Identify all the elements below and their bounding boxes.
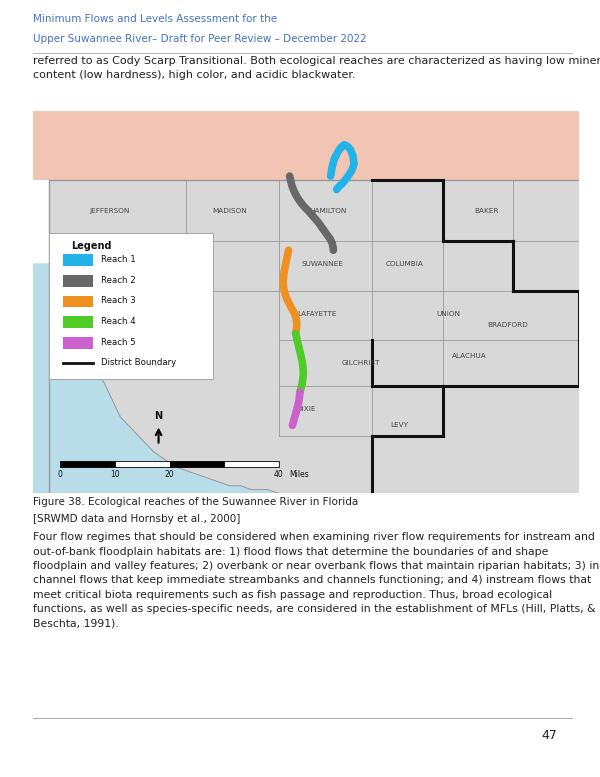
Text: ALACHUA: ALACHUA xyxy=(452,353,487,359)
Text: GILCHRIST: GILCHRIST xyxy=(341,361,380,367)
Text: Reach 5: Reach 5 xyxy=(101,337,136,347)
Text: 10: 10 xyxy=(110,470,120,479)
Text: 20: 20 xyxy=(164,470,175,479)
Bar xyxy=(49,233,213,378)
Text: Reach 1: Reach 1 xyxy=(101,255,136,264)
Text: 47: 47 xyxy=(541,730,557,742)
Text: Miles: Miles xyxy=(290,470,310,479)
Bar xyxy=(115,461,170,467)
Polygon shape xyxy=(33,111,579,180)
Text: JEFFERSON: JEFFERSON xyxy=(89,207,130,214)
Text: Figure 38. Ecological reaches of the Suwannee River in Florida: Figure 38. Ecological reaches of the Suw… xyxy=(33,497,358,507)
Text: Minimum Flows and Levels Assessment for the: Minimum Flows and Levels Assessment for … xyxy=(33,14,277,24)
Bar xyxy=(170,461,224,467)
Bar xyxy=(63,296,93,307)
Text: BAKER: BAKER xyxy=(474,207,499,214)
Text: UNION: UNION xyxy=(436,311,460,317)
Text: Upper Suwannee River– Draft for Peer Review – December 2022: Upper Suwannee River– Draft for Peer Rev… xyxy=(33,33,367,44)
Text: TAYLOR: TAYLOR xyxy=(140,273,167,278)
Text: N: N xyxy=(155,411,163,421)
Text: District Boundary: District Boundary xyxy=(101,358,176,368)
Text: SUWANNEE: SUWANNEE xyxy=(301,261,343,267)
Text: [SRWMD data and Hornsby et al., 2000]: [SRWMD data and Hornsby et al., 2000] xyxy=(33,514,241,524)
Bar xyxy=(63,255,93,266)
Bar xyxy=(63,316,93,328)
Text: LEVY: LEVY xyxy=(390,422,408,427)
Text: DIXIE: DIXIE xyxy=(296,406,316,413)
Text: Reach 2: Reach 2 xyxy=(101,276,136,284)
Bar xyxy=(63,337,93,349)
Text: referred to as Cody Scarp Transitional. Both ecological reaches are characterize: referred to as Cody Scarp Transitional. … xyxy=(33,56,600,80)
Polygon shape xyxy=(33,264,279,493)
Text: Four flow regimes that should be considered when examining river flow requiremen: Four flow regimes that should be conside… xyxy=(33,532,600,629)
Text: Reach 4: Reach 4 xyxy=(101,317,136,326)
Text: 40: 40 xyxy=(274,470,284,479)
Text: Reach 3: Reach 3 xyxy=(101,296,136,305)
Bar xyxy=(63,275,93,287)
Text: 0: 0 xyxy=(58,470,63,479)
Text: LAFAYETTE: LAFAYETTE xyxy=(297,311,337,317)
Bar xyxy=(224,461,278,467)
Text: MADISON: MADISON xyxy=(212,207,247,214)
Bar xyxy=(60,461,115,467)
Text: COLUMBIA: COLUMBIA xyxy=(385,261,423,267)
Text: Legend: Legend xyxy=(71,241,112,251)
Text: HAMILTON: HAMILTON xyxy=(309,207,347,214)
Polygon shape xyxy=(49,180,579,493)
Text: BRADFORD: BRADFORD xyxy=(488,322,529,328)
